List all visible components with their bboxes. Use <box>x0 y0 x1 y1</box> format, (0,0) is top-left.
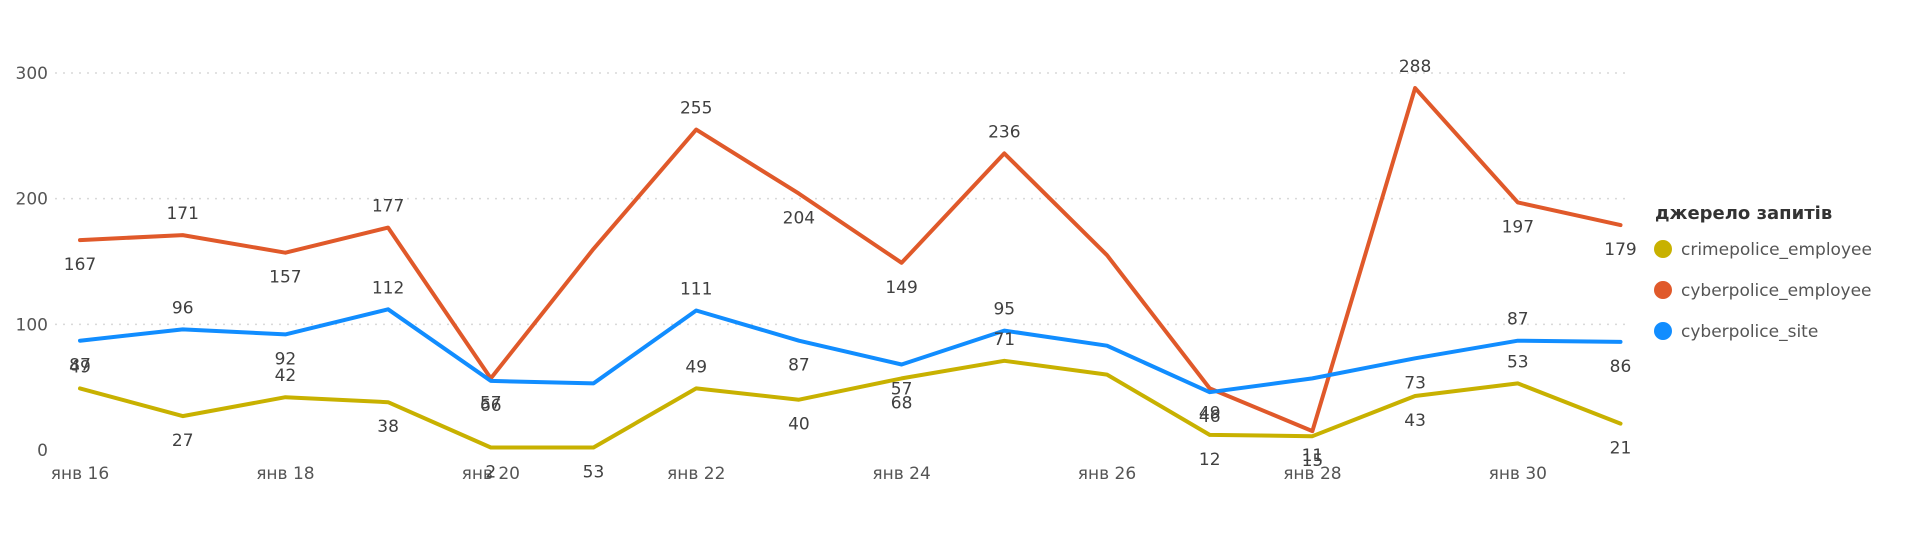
legend-marker <box>1654 322 1672 340</box>
data-label: 95 <box>993 300 1015 320</box>
x-axis: янв 16 янв 18 янв 20 янв 22 янв 24 янв 26 янв … <box>51 464 1547 484</box>
data-label: 46 <box>1199 407 1221 427</box>
x-tick-label: янв 20 <box>462 464 520 484</box>
y-axis: 0 100 200 300 <box>16 64 48 461</box>
data-label: 86 <box>1610 357 1632 377</box>
legend-label: cyberpolice_employee <box>1681 281 1872 301</box>
data-labels: 49 27 42 38 2 53 49 40 68 71 12 15 43 53 21 167 171 157 17… <box>64 57 1637 482</box>
legend-marker <box>1654 240 1672 258</box>
data-label: 15 <box>1302 451 1324 471</box>
data-label: 171 <box>166 204 198 224</box>
x-tick-label: янв 28 <box>1283 464 1341 484</box>
data-label: 49 <box>1199 403 1221 423</box>
x-tick-label: янв 30 <box>1489 464 1547 484</box>
x-tick-label: янв 26 <box>1078 464 1136 484</box>
data-label: 49 <box>69 357 91 377</box>
legend-title: джерело запитів <box>1655 203 1832 224</box>
x-tick-label: янв 18 <box>256 464 314 484</box>
data-label: 68 <box>891 393 913 413</box>
data-label: 167 <box>64 255 96 275</box>
series-line-crimepolice_employee[interactable] <box>78 358 1623 450</box>
legend-label: cyberpolice_site <box>1681 322 1818 342</box>
data-label: 42 <box>275 366 297 386</box>
grid <box>55 72 1625 326</box>
legend-item-cyberpolice_site[interactable]: cyberpolice_site <box>1654 322 1818 342</box>
data-label: 179 <box>1604 240 1636 260</box>
data-label: 255 <box>680 99 712 119</box>
data-label: 197 <box>1502 217 1534 237</box>
data-label: 111 <box>680 280 712 300</box>
data-label: 38 <box>377 417 399 437</box>
data-label: 40 <box>788 415 810 435</box>
legend-marker <box>1654 281 1672 299</box>
data-label: 43 <box>1404 411 1426 431</box>
data-label: 11 <box>1302 446 1324 466</box>
data-label: 87 <box>1507 310 1529 330</box>
x-tick-label: янв 22 <box>667 464 725 484</box>
data-label: 236 <box>988 122 1020 142</box>
legend-item-cyberpolice_employee[interactable]: cyberpolice_employee <box>1654 281 1872 301</box>
data-label: 53 <box>1507 352 1529 372</box>
data-label: 57 <box>891 380 913 400</box>
data-label: 21 <box>1610 439 1632 459</box>
data-label: 177 <box>372 197 404 217</box>
y-tick-label: 0 <box>37 441 48 461</box>
data-label: 87 <box>788 356 810 376</box>
data-label: 66 <box>480 396 502 416</box>
data-label: 288 <box>1399 57 1431 77</box>
series-line-cyberpolice_site[interactable] <box>78 307 1623 395</box>
y-tick-label: 200 <box>16 190 48 210</box>
data-label: 112 <box>372 278 404 298</box>
legend[interactable]: джерело запитів crimepolice_employeecybe… <box>1654 203 1872 342</box>
data-label: 204 <box>783 209 815 229</box>
x-tick-label: янв 24 <box>872 464 930 484</box>
legend-label: crimepolice_employee <box>1681 240 1872 260</box>
data-label: 157 <box>269 268 301 288</box>
series-line-cyberpolice_employee[interactable] <box>78 86 1623 434</box>
data-label: 92 <box>275 349 297 369</box>
data-label: 27 <box>172 431 194 451</box>
y-tick-label: 300 <box>16 64 48 84</box>
data-label: 12 <box>1199 450 1221 470</box>
data-label: 87 <box>69 356 91 376</box>
data-label: 149 <box>885 278 917 298</box>
legend-item-crimepolice_employee[interactable]: crimepolice_employee <box>1654 240 1872 260</box>
data-label: 49 <box>685 357 707 377</box>
x-tick-label: янв 16 <box>51 464 109 484</box>
data-label: 57 <box>480 393 502 413</box>
data-label: 96 <box>172 298 194 318</box>
y-tick-label: 100 <box>16 315 48 335</box>
data-label: 71 <box>993 330 1015 350</box>
data-label: 53 <box>583 462 605 482</box>
series-lines <box>78 86 1623 450</box>
data-label: 73 <box>1404 373 1426 393</box>
data-label: 2 <box>485 462 496 482</box>
